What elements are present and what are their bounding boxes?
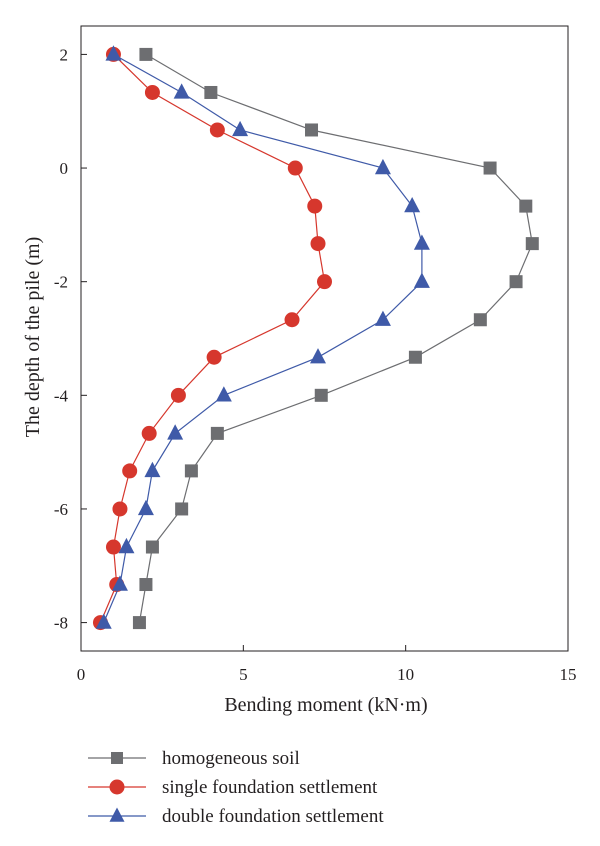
square-marker	[204, 85, 218, 99]
triangle-marker	[144, 461, 161, 478]
circle-marker	[144, 84, 160, 100]
triangle-marker	[109, 807, 125, 822]
y-tick-label: -8	[54, 614, 68, 633]
plot-frame	[80, 25, 569, 652]
legend-item: double foundation settlement	[88, 806, 384, 827]
y-tick-label: -6	[54, 500, 68, 519]
triangle-marker	[374, 310, 391, 326]
square-marker	[509, 275, 523, 289]
square-marker	[184, 464, 198, 478]
triangle-marker	[232, 120, 249, 137]
circle-marker	[307, 198, 323, 214]
legend-item: single foundation settlement	[88, 777, 378, 798]
circle-marker	[170, 387, 186, 403]
legend-label: homogeneous soil	[162, 748, 300, 769]
y-tick-label: 0	[60, 159, 69, 178]
square-marker	[132, 616, 146, 630]
triangle-marker	[215, 386, 232, 402]
triangle-marker	[404, 196, 421, 213]
square-marker	[483, 161, 497, 175]
square-marker	[210, 426, 224, 440]
circle-marker	[112, 501, 128, 517]
triangle-marker	[413, 234, 430, 250]
square-marker	[519, 199, 533, 213]
triangle-marker	[111, 575, 128, 591]
circle-marker	[317, 274, 332, 290]
series-line	[99, 53, 326, 623]
square-marker	[145, 540, 159, 554]
circle-marker	[310, 236, 326, 252]
legend: homogeneous soil single foundation settle…	[88, 748, 384, 827]
y-tick-label: -2	[54, 273, 68, 292]
circle-marker	[287, 160, 303, 176]
circle-marker	[122, 463, 138, 479]
x-axis-title: Bending moment (kN·m)	[224, 694, 427, 716]
x-tick-label: 10	[397, 665, 414, 684]
triangle-marker	[374, 158, 391, 175]
triangle-marker	[167, 424, 184, 440]
square-marker	[305, 123, 319, 137]
plot-border	[80, 25, 569, 652]
square-marker	[408, 350, 422, 364]
triangle-marker	[95, 613, 112, 629]
legend-label: single foundation settlement	[162, 777, 378, 798]
square-marker	[314, 388, 328, 402]
square-marker	[175, 502, 189, 516]
square-marker	[139, 47, 153, 61]
circle-marker	[209, 122, 225, 138]
series-line	[138, 53, 533, 623]
circle-marker	[284, 312, 300, 328]
y-tick-label: 2	[60, 45, 69, 64]
triangle-marker	[173, 83, 190, 99]
square-marker	[525, 237, 539, 251]
square-marker	[111, 752, 123, 764]
x-tick-label: 15	[560, 665, 577, 684]
triangle-marker	[105, 45, 122, 61]
series-layer	[92, 45, 539, 631]
legend-label: double foundation settlement	[162, 806, 384, 827]
x-tick-label: 5	[239, 665, 248, 684]
triangle-marker	[137, 499, 154, 516]
square-marker	[139, 578, 153, 592]
circle-marker	[105, 539, 121, 555]
square-marker	[473, 313, 487, 327]
y-axis-title: The depth of the pile (m)	[22, 237, 44, 438]
triangle-marker	[310, 348, 327, 364]
x-tick-label: 0	[77, 665, 86, 684]
series-line	[103, 53, 423, 623]
series-square	[132, 47, 539, 630]
series-triangle	[95, 45, 430, 629]
circle-marker	[141, 425, 157, 441]
triangle-marker	[413, 272, 430, 288]
y-tick-label: -4	[54, 386, 69, 405]
circle-marker	[109, 779, 125, 795]
legend-item: homogeneous soil	[88, 748, 300, 769]
circle-marker	[206, 349, 222, 365]
triangle-marker	[118, 537, 135, 554]
